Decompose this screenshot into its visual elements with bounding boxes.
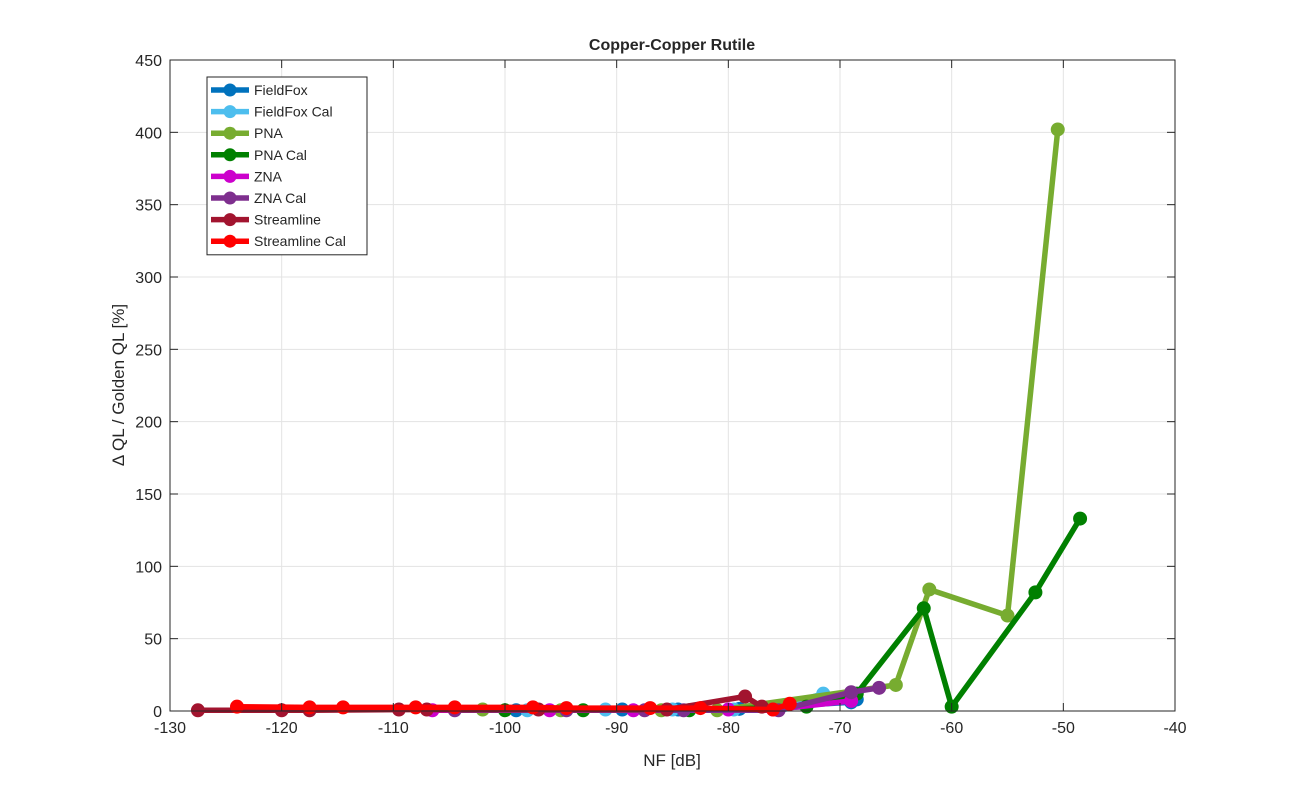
- x-tick-label: -90: [605, 720, 628, 737]
- legend-item-pna: PNA: [211, 125, 283, 141]
- data-point-streamline-cal: [230, 699, 244, 714]
- y-tick-label: 250: [135, 342, 162, 359]
- legend-swatch-marker: [223, 105, 237, 119]
- chart-title: Copper-Copper Rutile: [589, 37, 755, 54]
- legend-item-fieldfox: FieldFox: [211, 82, 308, 98]
- x-tick-label: -50: [1052, 720, 1075, 737]
- data-point-pna-cal: [1028, 585, 1043, 600]
- legend-item-zna: ZNA: [211, 168, 283, 184]
- legend-item-pna-cal: PNA Cal: [211, 147, 307, 163]
- data-point-streamline: [190, 703, 205, 718]
- data-point-streamline-cal: [336, 700, 351, 715]
- y-tick-label: 400: [135, 125, 162, 142]
- legend-label: ZNA Cal: [254, 190, 306, 206]
- legend-label: ZNA: [254, 168, 283, 184]
- x-tick-label: -70: [828, 720, 851, 737]
- legend: FieldFox FieldFox Cal PNA PNA Cal ZNA ZNA Cal…: [206, 76, 368, 256]
- y-tick-label: 450: [135, 53, 162, 70]
- x-tick-label: -120: [266, 720, 298, 737]
- data-point-streamline-cal: [693, 701, 708, 716]
- data-point-streamline-cal: [643, 701, 658, 716]
- legend-swatch-marker: [223, 148, 237, 162]
- axes-box: [169, 59, 1176, 712]
- data-point-streamline-cal: [302, 700, 317, 715]
- data-point-zna-cal: [844, 685, 859, 700]
- legend-swatch-marker: [223, 169, 237, 183]
- data-point-streamline-cal: [525, 700, 540, 715]
- data-point-pna: [1000, 608, 1015, 623]
- y-tick-label: 50: [144, 632, 162, 649]
- data-point-pna-cal: [916, 601, 931, 616]
- y-axis-label: Δ QL / Golden QL [%]: [109, 304, 128, 466]
- y-tick-label: 300: [135, 270, 162, 287]
- data-point-pna-cal: [1073, 511, 1088, 526]
- data-point-pna: [922, 582, 937, 597]
- legend-item-streamline-cal: Streamline Cal: [211, 233, 346, 249]
- legend-label: Streamline Cal: [254, 233, 346, 249]
- x-tick-label: -80: [717, 720, 740, 737]
- x-tick-label: -130: [154, 720, 186, 737]
- x-axis-label: NF [dB]: [643, 751, 701, 770]
- data-point-streamline-cal: [408, 700, 423, 715]
- data-point-streamline: [738, 689, 753, 704]
- y-tick-label: 150: [135, 487, 162, 504]
- legend-item-zna-cal: ZNA Cal: [211, 190, 306, 206]
- x-tick-label: -60: [940, 720, 963, 737]
- x-tick-label: -40: [1163, 720, 1186, 737]
- ticks: -130 -120 -110 -100 -90 -80 -70 -60 -50 -40 0 50 100…: [135, 53, 1186, 737]
- x-tick-label: -100: [489, 720, 521, 737]
- data-point-streamline-cal: [447, 700, 462, 715]
- legend-label: PNA: [254, 125, 283, 141]
- legend-swatch-marker: [223, 191, 237, 205]
- legend-swatch-marker: [223, 213, 237, 227]
- y-tick-label: 200: [135, 415, 162, 432]
- legend-label: PNA Cal: [254, 147, 307, 163]
- legend-label: FieldFox Cal: [254, 104, 333, 120]
- legend-swatch-marker: [223, 234, 237, 248]
- legend-item-fieldfox-cal: FieldFox Cal: [211, 104, 333, 120]
- legend-item-streamline: Streamline: [211, 212, 321, 228]
- data-point-streamline-cal: [782, 696, 797, 711]
- data-point-streamline-cal: [766, 702, 780, 717]
- legend-label: Streamline: [254, 212, 321, 228]
- legend-swatch-marker: [223, 126, 237, 140]
- data-point-pna: [888, 677, 903, 692]
- data-point-zna-cal: [872, 680, 887, 695]
- y-tick-label: 100: [135, 559, 162, 576]
- data-point-pna: [1050, 122, 1065, 137]
- data-point-streamline-cal: [559, 701, 574, 716]
- y-tick-label: 350: [135, 198, 162, 215]
- legend-swatch-marker: [223, 83, 237, 97]
- legend-label: FieldFox: [254, 82, 308, 98]
- x-tick-label: -110: [378, 720, 409, 737]
- y-tick-label: 0: [153, 704, 162, 721]
